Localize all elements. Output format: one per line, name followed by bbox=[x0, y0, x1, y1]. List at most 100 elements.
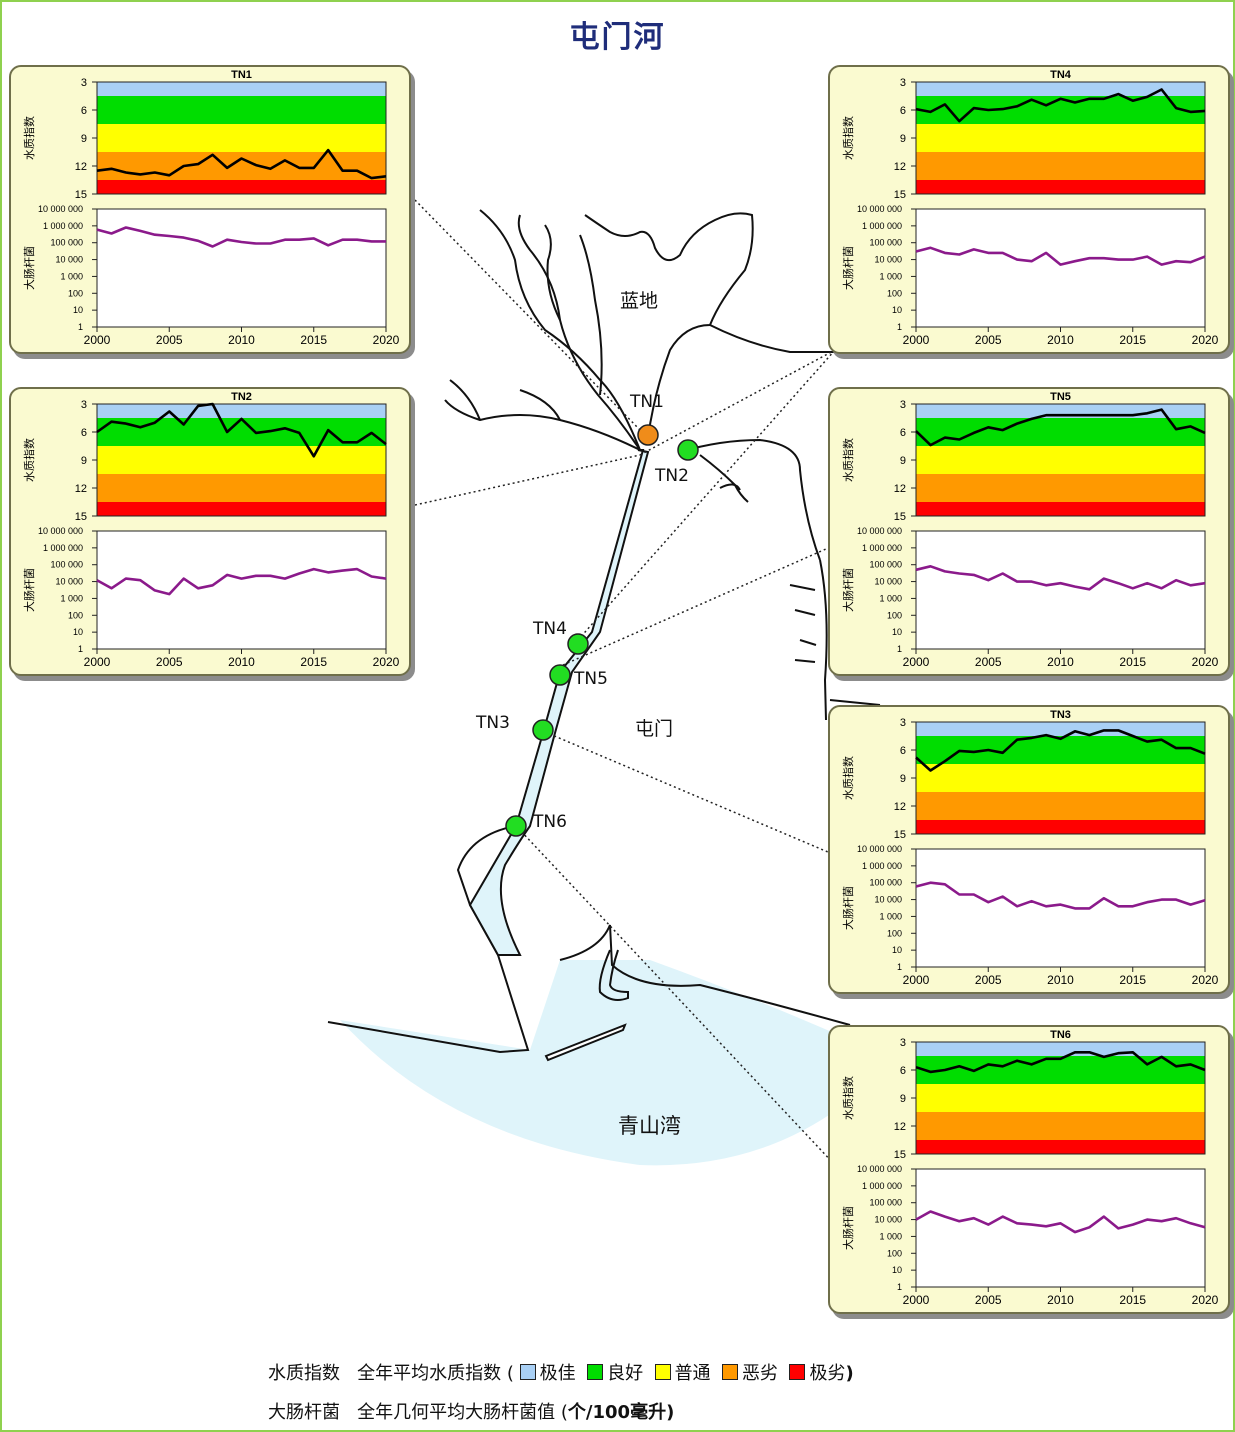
x-tick-label: 2005 bbox=[975, 973, 1002, 987]
band-bad bbox=[97, 152, 386, 180]
band-bad bbox=[916, 1112, 1205, 1140]
x-tick-label: 2000 bbox=[903, 655, 930, 669]
river-channel bbox=[468, 449, 650, 956]
legend-ecoli-unit: 个/100毫升 bbox=[567, 1402, 667, 1423]
ecoli-plot-frame bbox=[915, 1168, 1206, 1288]
legend-wqi-name: 水质指数 bbox=[268, 1363, 340, 1384]
legend-swatch-fair bbox=[654, 1364, 671, 1380]
station-marker-tn2 bbox=[677, 439, 699, 461]
legend-row-ecoli: 大肠杆菌 全年几何平均大肠杆菌值 (个/100毫升) bbox=[268, 1398, 674, 1424]
band-very-bad bbox=[916, 820, 1205, 834]
ecoli-plot-frame bbox=[96, 530, 387, 650]
wqi-tick-label: 15 bbox=[75, 189, 87, 201]
wqi-tick-label: 3 bbox=[81, 399, 87, 411]
ecoli-tick-label: 100 000 bbox=[50, 238, 83, 248]
wqi-axis-title: 水质指数 bbox=[22, 438, 36, 482]
ecoli-tick-label: 10 000 bbox=[874, 577, 902, 587]
wqi-tick-label: 15 bbox=[75, 511, 87, 523]
legend-wqi-end: ) bbox=[845, 1363, 854, 1384]
station-markers bbox=[505, 424, 699, 837]
wqi-tick-label: 15 bbox=[894, 829, 906, 841]
pier bbox=[598, 949, 629, 1001]
x-tick-label: 2010 bbox=[228, 333, 255, 347]
ecoli-tick-label: 100 bbox=[887, 610, 902, 620]
station-label-tn5: TN5 bbox=[574, 669, 608, 689]
chart-station-title: TN4 bbox=[1050, 69, 1072, 81]
ecoli-tick-label: 10 000 000 bbox=[857, 204, 902, 214]
wqi-tick-label: 9 bbox=[81, 455, 87, 467]
x-tick-label: 2005 bbox=[156, 333, 183, 347]
ecoli-tick-label: 10 bbox=[73, 305, 83, 315]
x-tick-label: 2015 bbox=[1119, 333, 1146, 347]
ecoli-plot-frame bbox=[96, 208, 387, 328]
wqi-tick-label: 6 bbox=[81, 427, 87, 439]
ecoli-tick-label: 10 bbox=[892, 1265, 902, 1275]
ecoli-tick-label: 1 000 bbox=[879, 271, 902, 281]
ecoli-tick-label: 10 000 bbox=[55, 255, 83, 265]
x-tick-label: 2020 bbox=[1192, 973, 1219, 987]
ecoli-axis-title: 大肠杆菌 bbox=[22, 568, 36, 612]
x-tick-label: 2015 bbox=[300, 333, 327, 347]
x-tick-label: 2000 bbox=[84, 333, 111, 347]
ecoli-tick-label: 1 bbox=[897, 1282, 902, 1292]
ecoli-plot-frame bbox=[915, 530, 1206, 650]
x-tick-label: 2000 bbox=[903, 333, 930, 347]
ecoli-tick-label: 100 000 bbox=[869, 560, 902, 570]
bay-water bbox=[340, 960, 850, 1166]
wqi-series-line bbox=[915, 88, 1206, 123]
wqi-tick-label: 9 bbox=[81, 133, 87, 145]
x-tick-label: 2020 bbox=[373, 655, 400, 669]
wqi-series-line bbox=[915, 408, 1206, 447]
chart-panel-tn4: TN4 3 6 9 12 15 10 000 000 1 000 000 100 000 10 0… bbox=[828, 65, 1230, 354]
chart-station-title: TN6 bbox=[1050, 1029, 1071, 1041]
ecoli-tick-label: 10 000 000 bbox=[857, 844, 902, 854]
ecoli-series-line bbox=[915, 246, 1206, 266]
wqi-tick-label: 3 bbox=[900, 717, 906, 729]
ecoli-tick-label: 1 bbox=[78, 322, 83, 332]
wqi-axis-title: 水质指数 bbox=[841, 756, 855, 800]
x-tick-label: 2005 bbox=[975, 655, 1002, 669]
band-excellent bbox=[916, 722, 1205, 736]
chart-panel-tn1: TN1 3 6 9 12 15 10 000 000 1 000 000 100 000 10 0… bbox=[9, 65, 411, 354]
band-excellent bbox=[916, 82, 1205, 96]
ecoli-tick-label: 100 bbox=[68, 288, 83, 298]
ecoli-tick-label: 1 000 000 bbox=[43, 543, 83, 553]
station-marker-tn3 bbox=[532, 719, 554, 741]
ecoli-plot-frame bbox=[915, 848, 1206, 968]
x-tick-label: 2010 bbox=[1047, 333, 1074, 347]
x-tick-label: 2020 bbox=[1192, 333, 1219, 347]
x-tick-label: 2005 bbox=[156, 655, 183, 669]
ecoli-series-line bbox=[915, 565, 1206, 591]
ecoli-tick-label: 1 bbox=[78, 644, 83, 654]
legend-swatch-very-bad bbox=[789, 1364, 806, 1380]
wqi-tick-label: 12 bbox=[894, 161, 906, 173]
ecoli-axis-title: 大肠杆菌 bbox=[841, 246, 855, 290]
chart-station-title: TN1 bbox=[231, 69, 252, 81]
legend-item: 良好 bbox=[587, 1363, 643, 1384]
chart-panel-tn6: TN6 3 6 9 12 15 10 000 000 1 000 000 100 000 10 0… bbox=[828, 1025, 1230, 1314]
station-label-tn2: TN2 bbox=[655, 466, 689, 486]
wqi-tick-label: 12 bbox=[75, 483, 87, 495]
wqi-series-line bbox=[96, 148, 387, 180]
ecoli-tick-label: 100 bbox=[887, 928, 902, 938]
band-fair bbox=[916, 1084, 1205, 1112]
wqi-axis-title: 水质指数 bbox=[22, 116, 36, 160]
wqi-tick-label: 3 bbox=[900, 1037, 906, 1049]
legend-wqi-desc: 全年平均水质指数 ( bbox=[357, 1363, 514, 1384]
ecoli-axis-title: 大肠杆菌 bbox=[841, 1206, 855, 1250]
ecoli-tick-label: 1 000 000 bbox=[862, 221, 902, 231]
station-marker-tn5 bbox=[549, 664, 571, 686]
ecoli-tick-label: 10 000 000 bbox=[857, 1164, 902, 1174]
chart-station-title: TN3 bbox=[1050, 709, 1071, 721]
x-tick-label: 2015 bbox=[1119, 655, 1146, 669]
wqi-tick-label: 15 bbox=[894, 1149, 906, 1161]
ecoli-tick-label: 10 000 000 bbox=[38, 204, 83, 214]
ecoli-series-line bbox=[915, 1210, 1206, 1234]
ecoli-axis-title: 大肠杆菌 bbox=[22, 246, 36, 290]
ecoli-tick-label: 100 bbox=[887, 1248, 902, 1258]
ecoli-series-line bbox=[96, 226, 386, 248]
ecoli-tick-label: 1 bbox=[897, 962, 902, 972]
ecoli-tick-label: 10 bbox=[892, 945, 902, 955]
legend-ecoli-desc: 全年几何平均大肠杆菌值 ( bbox=[357, 1402, 568, 1423]
x-tick-label: 2010 bbox=[1047, 655, 1074, 669]
